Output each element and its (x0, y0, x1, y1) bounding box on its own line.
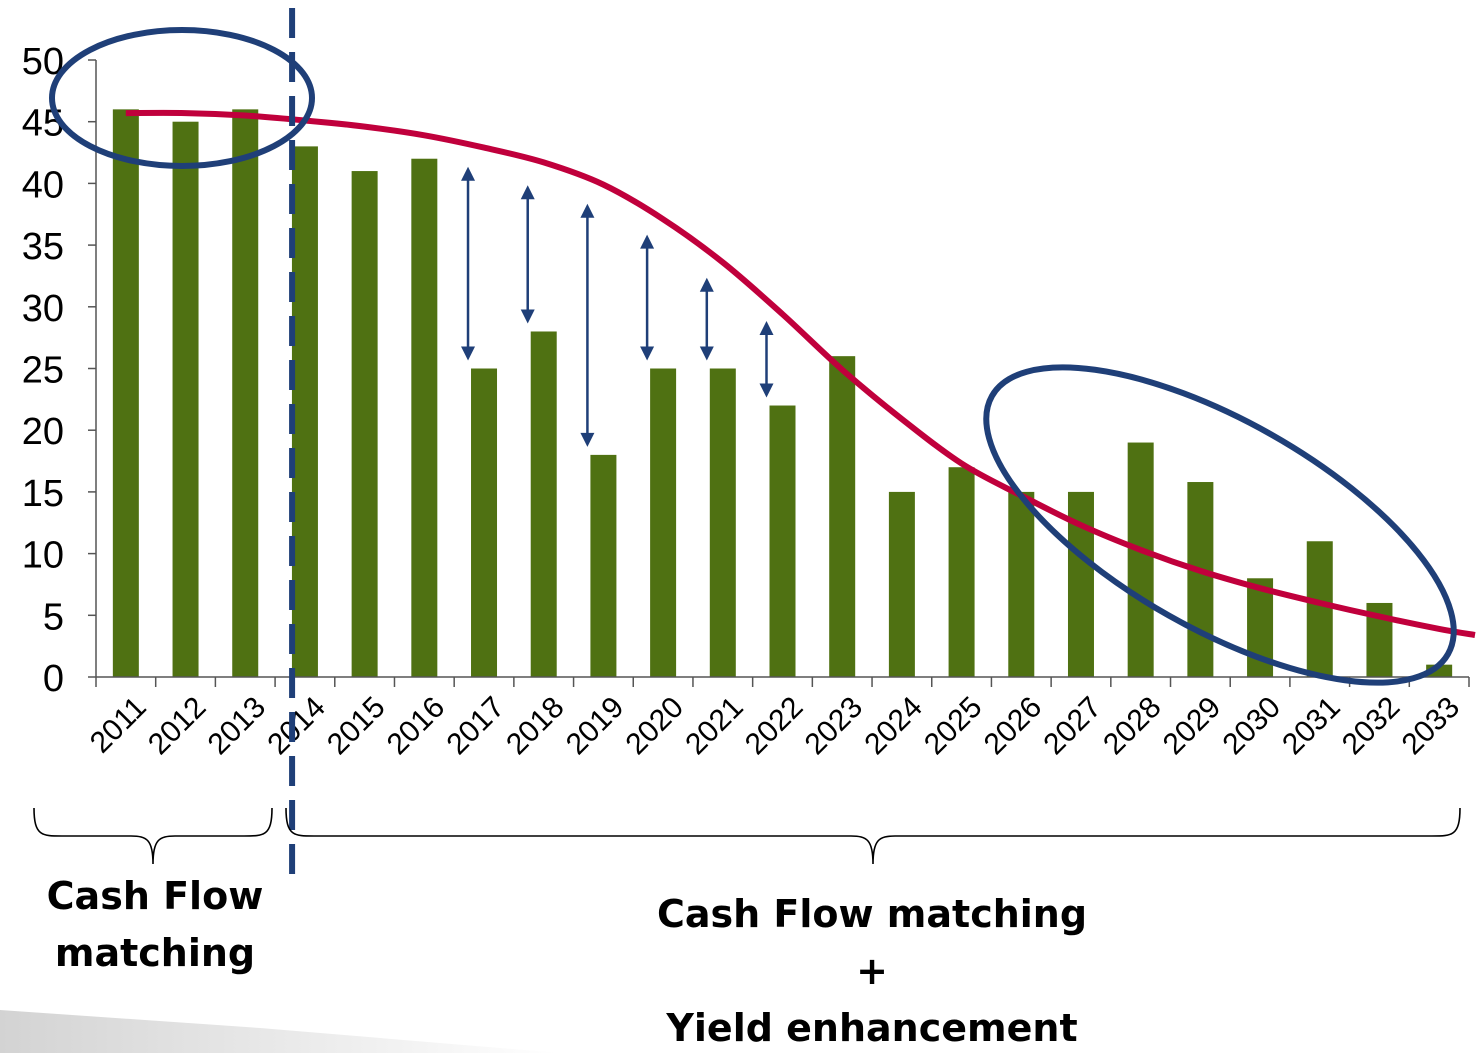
x-tick-label-2024: 2024 (858, 691, 929, 762)
line-series (125, 109, 1476, 638)
x-tick-label-2011: 2011 (84, 691, 153, 760)
x-tick-label-2026: 2026 (978, 691, 1049, 762)
gap-arrow-head-top-2019 (580, 203, 595, 218)
x-tick-label-2022: 2022 (739, 691, 810, 762)
trend-line (125, 109, 1476, 638)
bar-series (112, 109, 1453, 678)
x-tick-label-2019: 2019 (560, 691, 631, 762)
x-tick-label-2014: 2014 (261, 691, 332, 762)
gap-arrow-head-bottom-2019 (580, 432, 595, 447)
x-tick-label-2028: 2028 (1097, 691, 1168, 762)
bar-2029 (1187, 482, 1214, 677)
x-tick-label-2032: 2032 (1336, 691, 1407, 762)
annotation-overlay (33, 8, 1461, 880)
bar-2018 (530, 331, 557, 677)
bar-2020 (650, 368, 677, 677)
right-label-line2: + (856, 949, 888, 993)
bar-2019 (590, 454, 617, 677)
bar-2031 (1306, 541, 1333, 677)
y-tick-label-20: 20 (22, 411, 64, 453)
y-tick-label-0: 0 (43, 658, 64, 700)
gap-arrow-head-top-2017 (461, 166, 476, 181)
x-tick-label-2018: 2018 (500, 691, 571, 762)
gap-arrow-head-bottom-2022 (759, 383, 774, 398)
cash-flow-matching-yield-enhancement-label: Cash Flow matching + Yield enhancement (572, 886, 1172, 1057)
highlight-ellipse-early-years (49, 27, 315, 169)
x-tick-label-2030: 2030 (1216, 691, 1287, 762)
y-tick-label-10: 10 (22, 535, 64, 577)
gap-arrow-head-top-2022 (759, 320, 774, 335)
bar-2013 (232, 109, 259, 678)
cash-flow-matching-label: Cash Flow matching (0, 868, 310, 982)
y-tick-label-45: 45 (22, 103, 64, 145)
gap-arrow-head-top-2018 (520, 185, 535, 200)
x-tick-label-2017: 2017 (440, 691, 511, 762)
left-label-line2: matching (54, 931, 256, 975)
bar-2022 (769, 405, 796, 677)
bar-2028 (1127, 442, 1154, 677)
bar-2014 (291, 146, 318, 677)
x-tick-label-2027: 2027 (1037, 691, 1108, 762)
brace-cash-flow-matching (33, 807, 273, 865)
bar-2012 (172, 121, 199, 677)
y-tick-label-35: 35 (22, 226, 64, 268)
left-label-line1: Cash Flow (46, 874, 264, 918)
gap-arrow-head-bottom-2017 (461, 346, 476, 361)
gap-arrow-head-bottom-2020 (640, 346, 655, 361)
x-tick-label-2029: 2029 (1157, 691, 1228, 762)
x-tick-label-2023: 2023 (799, 691, 870, 762)
gap-arrow-head-top-2020 (640, 234, 655, 249)
bar-2021 (709, 368, 736, 677)
highlight-ellipse-late-years (983, 364, 1457, 686)
x-tick-label-2016: 2016 (381, 691, 452, 762)
x-tick-label-2031: 2031 (1276, 691, 1347, 762)
bar-2015 (351, 171, 378, 677)
bar-2017 (471, 368, 498, 677)
x-tick-label-2033: 2033 (1396, 691, 1467, 762)
gap-arrow-head-bottom-2018 (520, 309, 535, 324)
x-tick-label-2020: 2020 (620, 691, 691, 762)
x-tick-label-2013: 2013 (202, 691, 273, 762)
y-tick-label-15: 15 (22, 473, 64, 515)
right-label-line3: Yield enhancement (666, 1006, 1078, 1050)
x-tick-label-2015: 2015 (321, 691, 392, 762)
x-tick-label-2021: 2021 (679, 691, 750, 762)
bar-2024 (888, 491, 915, 677)
brace-cash-flow-matching-yield-enhancement (285, 807, 1461, 865)
bar-2016 (411, 158, 438, 678)
y-tick-label-30: 30 (22, 288, 64, 330)
bar-2023 (829, 356, 856, 677)
y-tick-label-40: 40 (22, 164, 64, 206)
bar-2026 (1008, 491, 1035, 677)
gap-arrows (461, 166, 774, 447)
bar-2011 (112, 109, 139, 678)
decorative-shadow (0, 1010, 560, 1053)
x-tick-label-2012: 2012 (142, 691, 213, 762)
bar-2025 (948, 467, 975, 677)
right-label-line1: Cash Flow matching (656, 892, 1088, 936)
y-tick-label-5: 5 (43, 596, 64, 638)
gap-arrow-head-top-2021 (699, 277, 714, 292)
y-tick-label-25: 25 (22, 350, 64, 392)
gap-arrow-head-bottom-2021 (699, 346, 714, 361)
x-tick-label-2025: 2025 (918, 691, 989, 762)
